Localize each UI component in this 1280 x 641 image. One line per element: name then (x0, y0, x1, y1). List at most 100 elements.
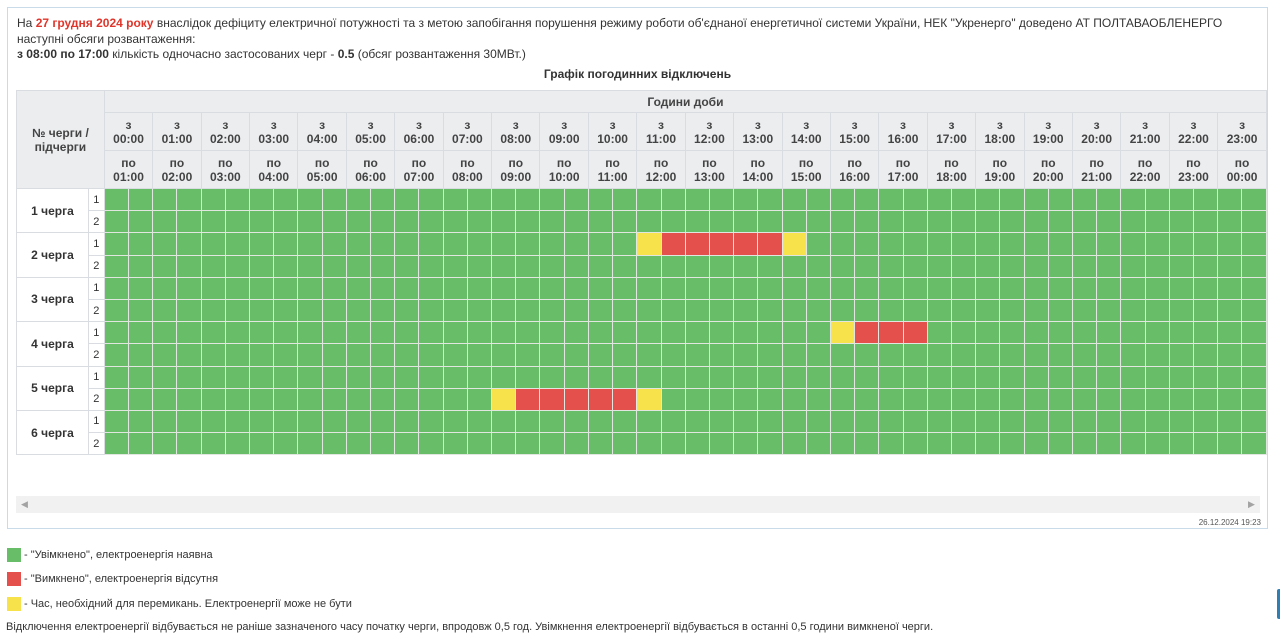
power-on-cell (1071, 187, 1098, 212)
power-on-cell (249, 387, 275, 411)
power-on-cell (781, 298, 807, 323)
power-on-cell (781, 387, 807, 411)
power-on-cell (563, 432, 589, 456)
power-on-cell (1217, 432, 1243, 456)
power-on-cell (466, 298, 493, 323)
hour-to-label: по 23:00 (1168, 150, 1219, 189)
scroll-left-arrow-icon[interactable]: ◀ (21, 499, 28, 509)
power-on-cell (926, 409, 952, 434)
to-time: 20:00 (1032, 169, 1064, 184)
power-on-cell (1241, 365, 1267, 389)
power-on-cell (321, 232, 347, 256)
power-on-cell (273, 276, 299, 300)
from-prefix: з (996, 117, 1003, 132)
power-on-cell (176, 210, 202, 234)
power-on-cell (563, 254, 589, 278)
power-on-cell (757, 432, 783, 456)
power-on-cell (660, 387, 686, 411)
power-on-cell (612, 232, 638, 256)
power-on-cell (878, 276, 904, 300)
power-on-cell (1144, 276, 1170, 300)
to-time: 22:00 (1129, 169, 1161, 184)
from-time: 12:00 (694, 131, 725, 146)
power-on-cell (370, 276, 396, 300)
power-on-cell (200, 432, 226, 456)
from-prefix: з (1190, 117, 1197, 132)
power-on-cell (152, 276, 178, 300)
power-on-cell (684, 321, 710, 345)
power-on-cell (442, 343, 468, 367)
power-on-cell (345, 298, 372, 323)
from-prefix: з (270, 117, 277, 132)
side-tab[interactable] (1277, 589, 1280, 619)
power-on-cell (466, 432, 493, 456)
power-on-cell (636, 187, 662, 212)
from-prefix: з (415, 117, 422, 132)
schedule-row: 2 (17, 343, 1267, 367)
power-on-cell (1096, 276, 1122, 300)
power-on-cell (708, 254, 735, 278)
power-on-cell (1168, 343, 1194, 367)
to-prefix: по (460, 155, 475, 170)
power-on-cell (1047, 210, 1073, 234)
power-on-cell (273, 387, 299, 411)
hour-to-label: по 10:00 (539, 150, 589, 189)
power-on-cell (975, 343, 1001, 367)
power-on-cell (1023, 276, 1049, 300)
hour-from-label: з 03:00 (249, 112, 299, 151)
power-on-cell (636, 254, 662, 278)
power-on-cell (466, 409, 493, 434)
power-on-cell (636, 432, 662, 456)
subqueue-number: 1 (87, 365, 105, 389)
power-on-cell (660, 254, 686, 278)
power-on-cell (297, 210, 323, 234)
power-on-cell (370, 210, 396, 234)
power-on-cell (781, 343, 807, 367)
scroll-right-arrow-icon[interactable]: ▶ (1248, 499, 1255, 509)
power-on-cell (394, 276, 420, 300)
power-on-cell (466, 365, 493, 389)
notice-body: внаслідок дефіциту електричної потужност… (17, 16, 1223, 46)
power-on-cell (926, 276, 952, 300)
power-on-cell (152, 387, 178, 411)
power-on-cell (152, 365, 178, 389)
hour-from-label: з 16:00 (878, 112, 928, 151)
power-on-cell (103, 387, 130, 411)
power-on-cell (781, 365, 807, 389)
power-on-cell (466, 343, 493, 367)
power-on-cell (1071, 232, 1098, 256)
to-time: 16:00 (839, 169, 870, 184)
power-on-cell (781, 276, 807, 300)
power-on-cell (1241, 210, 1267, 234)
to-time: 12:00 (645, 169, 677, 184)
power-off-cell (515, 387, 541, 411)
from-prefix: з (173, 117, 180, 132)
power-on-cell (1144, 210, 1170, 234)
queue-label: 1 черга (16, 187, 89, 234)
power-on-cell (1096, 187, 1122, 212)
power-on-cell (539, 432, 565, 456)
power-on-cell (684, 343, 710, 367)
hour-from-label: з 22:00 (1168, 112, 1219, 151)
power-on-cell (200, 232, 226, 256)
power-on-cell (878, 432, 904, 456)
power-on-cell (418, 321, 444, 345)
power-on-cell (829, 232, 856, 256)
power-on-cell (708, 276, 735, 300)
power-on-cell (563, 409, 589, 434)
power-on-cell (176, 365, 202, 389)
from-time: 06:00 (403, 131, 435, 146)
power-on-cell (539, 321, 565, 345)
power-on-cell (418, 298, 444, 323)
power-on-cell (563, 343, 589, 367)
horizontal-scrollbar[interactable]: ◀ ▶ (16, 496, 1260, 513)
power-on-cell (249, 365, 275, 389)
power-on-cell (418, 365, 444, 389)
power-on-cell (854, 187, 880, 212)
from-prefix: з (464, 117, 471, 132)
power-on-cell (684, 432, 710, 456)
hour-to-label: по 17:00 (878, 150, 928, 189)
power-on-cell (442, 187, 468, 212)
power-on-cell (1192, 210, 1219, 234)
to-prefix: по (895, 155, 911, 170)
